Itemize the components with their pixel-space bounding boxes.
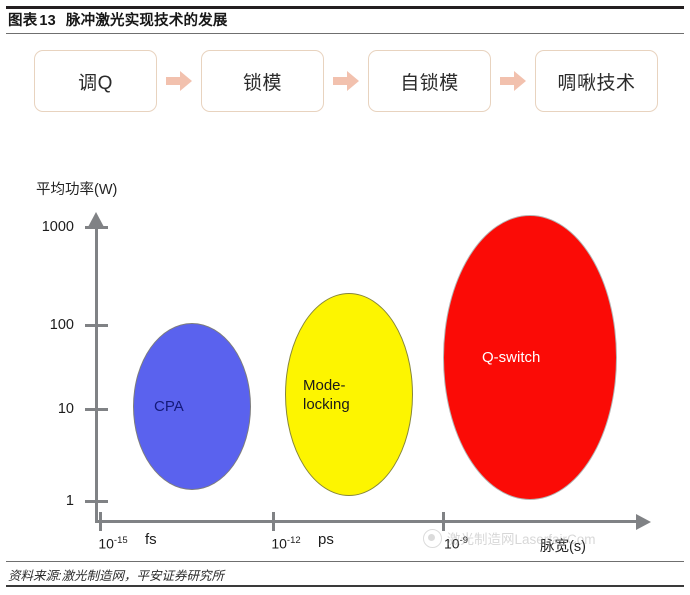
x-tick-label-ns: 10-9 xyxy=(444,535,468,552)
flow-box-self-mode-locked: 自锁模 xyxy=(368,50,491,112)
arrow-right-icon xyxy=(164,68,194,94)
x-tick-label-ps: 10-12 xyxy=(271,535,300,552)
region-mode-locking: Mode- locking xyxy=(285,293,413,496)
x-axis-line xyxy=(95,520,638,523)
arrow-right-icon xyxy=(331,68,361,94)
technology-flow-diagram: 调Q 锁模 自锁模 啁啾技术 xyxy=(34,48,658,114)
flow-box-chirped-pulse: 啁啾技术 xyxy=(535,50,658,112)
x-tick-base: 10 xyxy=(98,535,114,552)
x-tick-base: 10 xyxy=(271,535,287,552)
region-q-switch: Q-switch xyxy=(443,215,617,500)
x-axis-title: 脉宽(s) xyxy=(540,539,586,555)
figure-number: 13 xyxy=(39,13,56,29)
flow-box-label: 调Q xyxy=(78,72,113,94)
figure-title-text: 脉冲激光实现技术的发展 xyxy=(65,13,228,29)
region-label: Q-switch xyxy=(482,349,541,366)
y-tick-1000: 1000 xyxy=(0,220,130,234)
x-tick-exponent: -9 xyxy=(459,535,469,546)
pulse-laser-chart: 平均功率(W) 脉宽(s) 1000 100 10 1 10-15 fs xyxy=(0,150,690,560)
y-tick-1: 1 xyxy=(0,494,130,508)
x-tick-exponent: -15 xyxy=(113,535,128,546)
y-axis-title: 平均功率(W) xyxy=(36,182,118,198)
flow-box-mode-locked: 锁模 xyxy=(201,50,324,112)
y-tick-label: 100 xyxy=(49,317,74,333)
x-axis-arrowhead-icon xyxy=(636,514,651,530)
header-rule-bottom xyxy=(6,33,684,34)
region-label: Mode- locking xyxy=(303,376,350,413)
footer-rule-top xyxy=(6,561,684,562)
y-axis-arrowhead-icon xyxy=(88,212,104,227)
y-axis-line xyxy=(95,224,98,522)
y-tick-label: 1000 xyxy=(41,219,74,235)
x-unit-label-fs: fs xyxy=(145,531,157,548)
x-tick-mark-fs xyxy=(99,512,102,531)
flow-box-q-switched: 调Q xyxy=(34,50,157,112)
y-tick-label: 1 xyxy=(65,493,74,509)
footer-rule-bottom xyxy=(6,585,684,587)
region-cpa: CPA xyxy=(133,323,251,490)
header-rule-top xyxy=(6,6,684,9)
source-note: 资料来源:激光制造网，平安证券研究所 xyxy=(8,569,224,583)
page-title: 图表 13 脉冲激光实现技术的发展 xyxy=(8,10,608,32)
flow-box-label: 啁啾技术 xyxy=(557,72,636,94)
arrow-right-icon xyxy=(498,68,528,94)
flow-box-label: 自锁模 xyxy=(400,72,459,94)
region-label: CPA xyxy=(154,398,184,415)
laserfair-logo-icon xyxy=(423,528,442,548)
x-tick-mark-ns xyxy=(442,512,445,531)
x-tick-label-fs: 10-15 xyxy=(98,535,127,552)
figure-label: 图表 xyxy=(8,13,38,29)
x-tick-exponent: -12 xyxy=(286,535,301,546)
y-tick-100: 100 xyxy=(0,318,130,332)
x-tick-base: 10 xyxy=(443,535,460,552)
y-tick-label: 10 xyxy=(57,401,74,417)
y-tick-10: 10 xyxy=(0,402,130,416)
x-tick-mark-ps xyxy=(272,512,275,531)
x-unit-label-ps: ps xyxy=(318,531,334,548)
flow-box-label: 锁模 xyxy=(242,72,282,94)
